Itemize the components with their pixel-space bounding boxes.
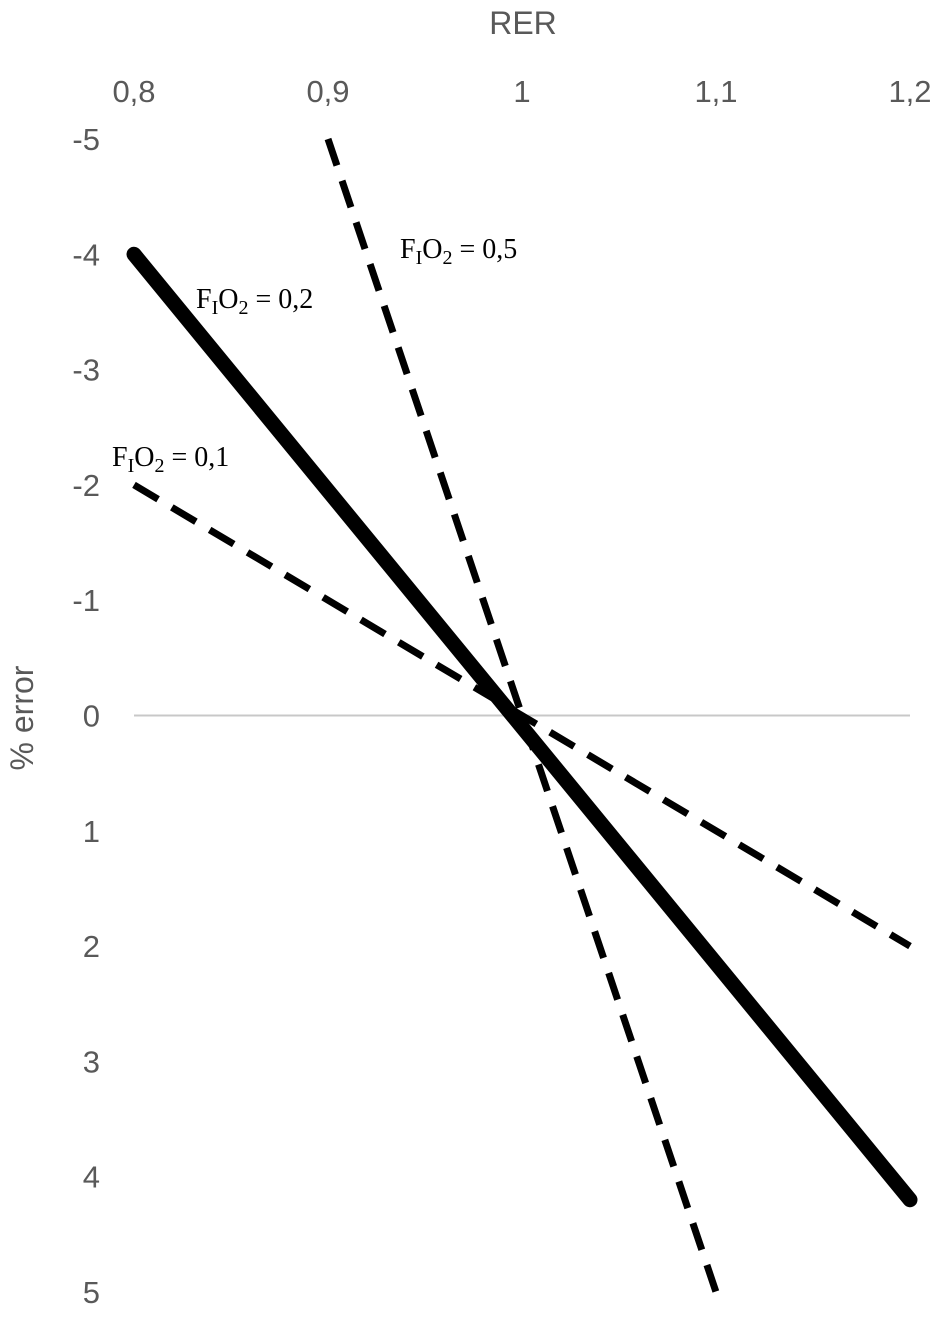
series-lines <box>126 137 918 1294</box>
series-line-3 <box>324 137 720 1294</box>
y-tick-label: 3 <box>83 1044 100 1079</box>
y-tick-label: 2 <box>83 929 100 964</box>
y-tick-label: -5 <box>72 122 100 157</box>
y-axis-title: % error <box>4 665 40 770</box>
y-tick-label: 4 <box>83 1160 100 1195</box>
y-tick-labels: -5 -4 -3 -2 -1 0 1 2 3 4 5 <box>72 122 100 1310</box>
y-tick-label: -4 <box>72 237 100 272</box>
y-tick-label: -1 <box>72 583 100 618</box>
y-tick-label: -2 <box>72 468 100 503</box>
y-tick-label: 5 <box>83 1275 100 1310</box>
series-label-1: FIO2 = 0,1 <box>112 442 229 477</box>
series-labels: FIO2 = 0,1 FIO2 = 0,2 FIO2 = 0,5 <box>112 234 517 477</box>
y-tick-label: -3 <box>72 353 100 388</box>
x-tick-label: 1,1 <box>694 74 737 109</box>
y-tick-label: 1 <box>83 814 100 849</box>
x-tick-labels: 0,8 0,9 1 1,1 1,2 <box>112 74 931 109</box>
series-label-2: FIO2 = 0,2 <box>196 284 313 319</box>
x-tick-label: 1 <box>513 74 530 109</box>
x-axis-title: RER <box>489 5 557 41</box>
x-tick-label: 1,2 <box>888 74 931 109</box>
series-line-2 <box>126 246 918 1208</box>
series-label-3: FIO2 = 0,5 <box>400 234 517 269</box>
y-tick-label: 0 <box>83 699 100 734</box>
x-tick-label: 0,8 <box>112 74 155 109</box>
x-tick-label: 0,9 <box>306 74 349 109</box>
